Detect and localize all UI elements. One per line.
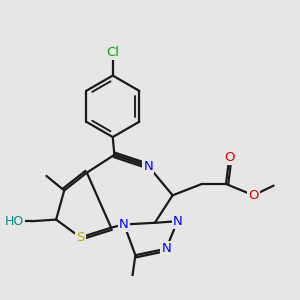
Text: HO: HO [4, 215, 24, 228]
Text: O: O [224, 151, 235, 164]
Text: N: N [161, 242, 171, 255]
Text: N: N [143, 160, 153, 173]
Text: N: N [119, 218, 129, 231]
Text: O: O [248, 189, 259, 202]
Text: N: N [172, 215, 182, 228]
Text: Cl: Cl [106, 46, 119, 59]
Text: S: S [76, 231, 85, 244]
